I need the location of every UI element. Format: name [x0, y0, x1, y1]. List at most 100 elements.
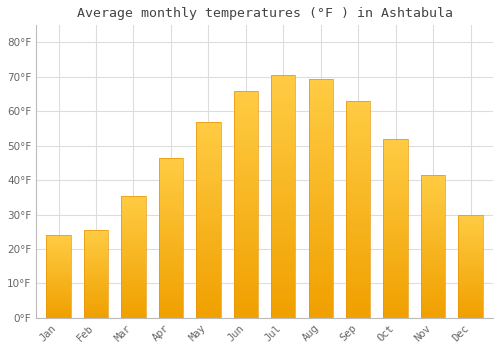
Bar: [234, 177, 258, 182]
Bar: [308, 194, 333, 198]
Bar: [346, 127, 370, 131]
Bar: [46, 278, 70, 280]
Bar: [346, 170, 370, 175]
Bar: [122, 196, 146, 318]
Bar: [196, 294, 220, 298]
Bar: [84, 232, 108, 233]
Bar: [234, 109, 258, 113]
Bar: [46, 276, 70, 278]
Bar: [421, 315, 446, 318]
Bar: [421, 298, 446, 301]
Bar: [346, 158, 370, 162]
Bar: [158, 180, 183, 183]
Bar: [346, 248, 370, 253]
Bar: [234, 122, 258, 127]
Bar: [271, 182, 295, 187]
Bar: [158, 276, 183, 279]
Bar: [346, 114, 370, 118]
Bar: [308, 212, 333, 217]
Bar: [421, 189, 446, 192]
Bar: [346, 183, 370, 188]
Bar: [346, 309, 370, 314]
Bar: [346, 188, 370, 192]
Bar: [421, 212, 446, 215]
Bar: [458, 215, 483, 217]
Bar: [271, 94, 295, 99]
Bar: [308, 107, 333, 112]
Bar: [346, 166, 370, 170]
Bar: [384, 289, 408, 293]
Bar: [158, 279, 183, 283]
Bar: [196, 267, 220, 271]
Bar: [84, 307, 108, 309]
Bar: [158, 247, 183, 251]
Bar: [196, 263, 220, 267]
Bar: [458, 223, 483, 225]
Bar: [196, 310, 220, 314]
Bar: [308, 294, 333, 299]
Bar: [346, 296, 370, 301]
Bar: [346, 240, 370, 244]
Bar: [384, 207, 408, 210]
Bar: [234, 277, 258, 281]
Bar: [122, 301, 146, 303]
Bar: [46, 272, 70, 273]
Bar: [84, 293, 108, 295]
Bar: [308, 313, 333, 318]
Bar: [196, 282, 220, 286]
Bar: [84, 235, 108, 237]
Bar: [234, 95, 258, 100]
Bar: [196, 181, 220, 184]
Bar: [421, 215, 446, 218]
Bar: [46, 268, 70, 270]
Bar: [271, 270, 295, 274]
Bar: [84, 299, 108, 300]
Bar: [84, 288, 108, 290]
Bar: [308, 165, 333, 169]
Bar: [458, 268, 483, 270]
Bar: [308, 122, 333, 126]
Bar: [122, 284, 146, 286]
Bar: [421, 178, 446, 181]
Bar: [384, 311, 408, 314]
Bar: [196, 228, 220, 232]
Bar: [421, 289, 446, 292]
Bar: [421, 192, 446, 195]
Bar: [122, 247, 146, 250]
Bar: [84, 258, 108, 260]
Bar: [84, 237, 108, 239]
Bar: [84, 278, 108, 279]
Bar: [271, 250, 295, 255]
Bar: [122, 237, 146, 240]
Bar: [46, 286, 70, 288]
Bar: [234, 136, 258, 141]
Bar: [421, 232, 446, 235]
Bar: [46, 308, 70, 310]
Bar: [158, 203, 183, 206]
Bar: [458, 217, 483, 219]
Bar: [271, 187, 295, 192]
Bar: [384, 228, 408, 232]
Bar: [421, 292, 446, 295]
Bar: [46, 267, 70, 268]
Bar: [346, 196, 370, 201]
Bar: [308, 98, 333, 103]
Bar: [158, 270, 183, 273]
Bar: [346, 314, 370, 318]
Bar: [122, 259, 146, 262]
Bar: [346, 105, 370, 110]
Bar: [271, 124, 295, 128]
Bar: [84, 311, 108, 313]
Bar: [46, 270, 70, 272]
Bar: [122, 313, 146, 315]
Bar: [346, 274, 370, 279]
Bar: [158, 206, 183, 209]
Bar: [346, 118, 370, 123]
Bar: [46, 235, 70, 318]
Bar: [46, 275, 70, 276]
Bar: [384, 243, 408, 246]
Bar: [196, 122, 220, 318]
Bar: [458, 310, 483, 312]
Bar: [308, 203, 333, 208]
Bar: [271, 231, 295, 235]
